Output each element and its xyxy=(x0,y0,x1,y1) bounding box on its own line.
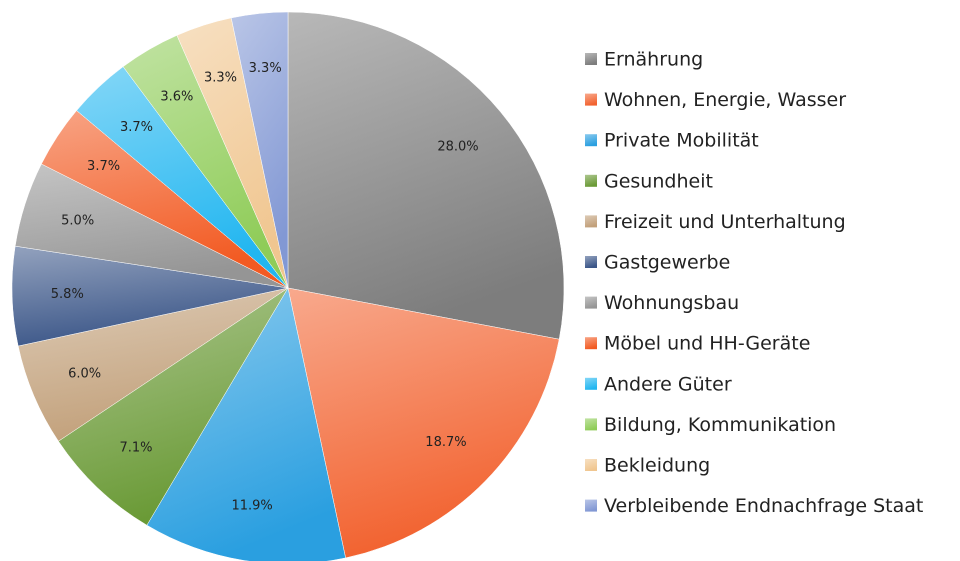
value-label: 5.0% xyxy=(61,213,94,228)
legend-label: Gesundheit xyxy=(604,170,713,192)
legend-label: Bildung, Kommunikation xyxy=(604,414,836,436)
legend-label: Verbleibende Endnachfrage Staat xyxy=(604,495,923,517)
value-label: 28.0% xyxy=(437,140,478,155)
legend-label: Ernährung xyxy=(604,49,703,71)
legend-label: Gastgewerbe xyxy=(604,252,730,274)
legend-label: Private Mobilität xyxy=(604,130,759,152)
value-label: 3.3% xyxy=(204,70,237,85)
pie-slice xyxy=(287,11,565,340)
legend-swatch xyxy=(585,296,597,309)
legend-label: Andere Güter xyxy=(604,373,732,395)
legend-swatch xyxy=(585,134,597,147)
legend-swatch xyxy=(585,418,597,431)
value-label: 3.7% xyxy=(87,159,120,174)
legend-swatch xyxy=(585,459,597,471)
legend-swatch xyxy=(585,93,597,106)
value-label: 6.0% xyxy=(68,367,101,382)
value-label: 11.9% xyxy=(231,498,272,513)
value-label: 3.6% xyxy=(160,90,193,105)
legend-swatch xyxy=(585,337,597,350)
value-label: 5.8% xyxy=(51,287,84,302)
legend-swatch xyxy=(585,53,597,65)
value-label: 3.7% xyxy=(120,120,153,135)
legend-swatch xyxy=(585,174,597,187)
legend-swatch xyxy=(585,215,597,228)
pie-slice xyxy=(58,287,289,526)
legend-label: Möbel und HH-Geräte xyxy=(604,333,810,355)
pie-slice xyxy=(287,287,560,559)
value-label: 18.7% xyxy=(425,435,466,450)
legend-swatch xyxy=(585,499,597,512)
value-label: 3.3% xyxy=(249,61,282,76)
value-label: 7.1% xyxy=(119,441,152,456)
legend-label: Wohnungsbau xyxy=(604,292,739,314)
pie-slice xyxy=(230,11,289,289)
legend-label: Freizeit und Unterhaltung xyxy=(604,211,846,233)
legend-label: Bekleidung xyxy=(604,455,710,477)
legend-label: Wohnen, Energie, Wasser xyxy=(604,89,846,111)
legend-swatch xyxy=(585,377,597,390)
legend-swatch xyxy=(585,256,597,268)
